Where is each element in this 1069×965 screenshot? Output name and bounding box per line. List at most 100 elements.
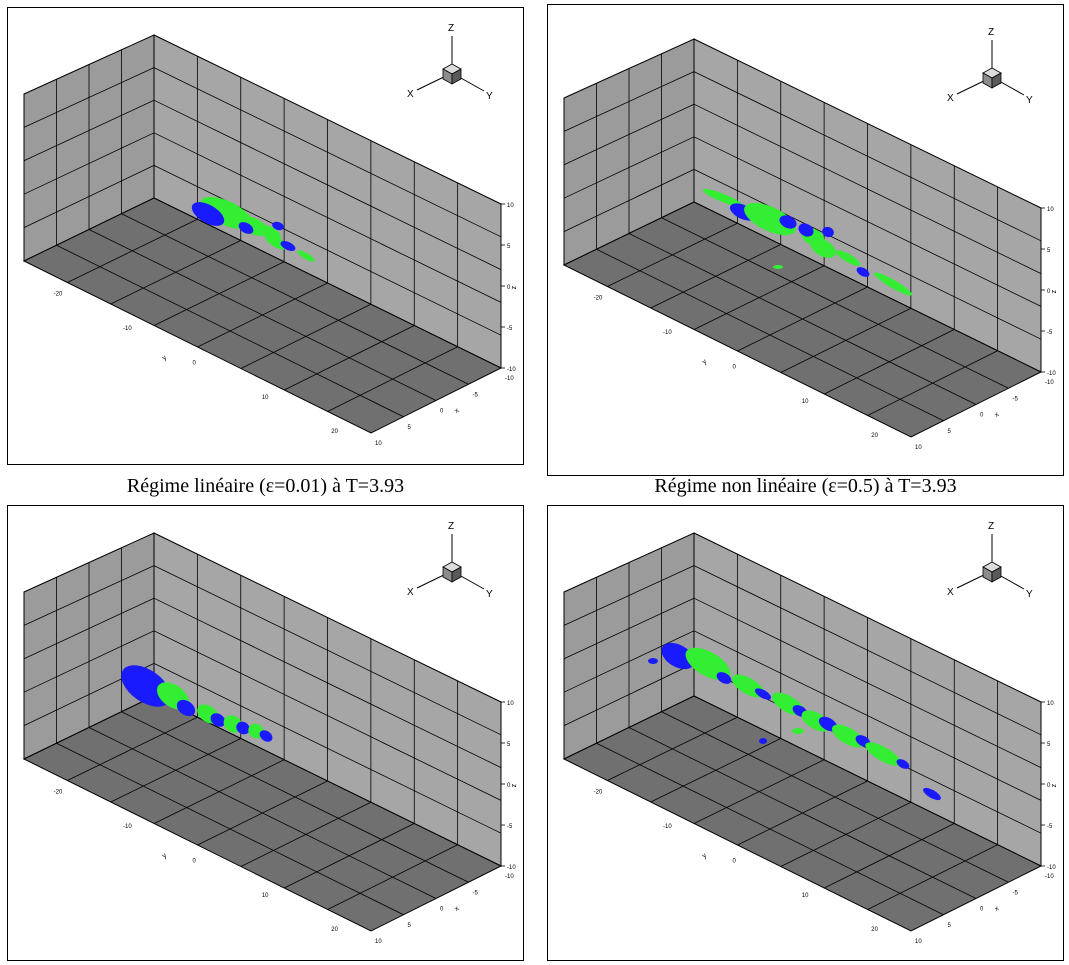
iso-surface-blue [856,267,870,277]
panel-top-left: 10 5 0 -5 -10 z -20 -10 0 10 20 y -10 -5 0 5 10 x Z X Y [7,7,524,465]
y-tick-label: 0 [192,858,196,864]
iso-surface-green [810,238,836,258]
iso-surface-blue [121,665,171,707]
y-tick-label: -10 [123,824,132,830]
iso-surface-blue [798,223,814,237]
iso-surface-green [873,272,913,296]
iso-surface-green [831,724,865,748]
triad-y-label: Y [486,91,493,102]
iso-surface-blue [238,222,254,234]
z-tick-label: 5 [1047,248,1051,254]
x-tick-label: -10 [505,874,514,880]
y-axis-label: y [701,358,708,366]
grid-line [563,103,695,166]
y-tick-label: 10 [262,893,269,899]
grid-line [23,630,155,693]
x-axis-label: x [994,411,1001,419]
axis-triad-icon: Z X Y [947,27,1033,106]
x-axis-label: x [454,905,461,913]
triad-y-label: Y [1026,95,1033,106]
z-axis-label: z [510,784,517,788]
x-tick-label: -10 [1045,380,1054,386]
iso-surface-blue [272,221,284,231]
grid-line [121,213,469,385]
grid-line [88,229,437,401]
grid-line [23,565,155,626]
y-tick-label: 0 [192,360,196,366]
iso-surface-blue [896,759,910,769]
grid-line [23,597,155,660]
box-3d: 10 5 0 -5 -10 z -20 -10 0 10 20 y -10 -5 0 5 10 x [22,532,517,945]
grid-line [153,630,502,801]
grid-line [661,711,1009,883]
z-tick-label: 0 [507,783,511,789]
iso-surface-blue [754,688,772,700]
y-tick-label: -10 [663,824,672,830]
y-tick-label: -20 [594,296,603,302]
iso-surface-green [865,742,901,766]
grid-line [563,71,695,132]
z-tick-label: 0 [1047,783,1051,789]
iso-surface-blue [648,658,658,664]
z-tick-label: -5 [1047,824,1053,830]
triad-cube-right [991,72,1002,89]
grid-line [693,597,1042,768]
panel-bottom-right: 10 5 0 -5 -10 z -20 -10 0 10 20 y -10 -5 0 5 10 x Z X Y [547,505,1064,961]
grid-line [693,136,1042,307]
axis-triad-icon: Z X Y [947,521,1033,600]
iso-surface-green [744,202,796,236]
x-tick-label: 0 [980,413,984,419]
grid-line [563,565,695,626]
triad-x-label: X [407,89,414,100]
x-tick-label: -5 [473,392,479,398]
plot-3d: 10 5 0 -5 -10 z -20 -10 0 10 20 y -10 -5 0 5 10 x Z X Y [562,27,1057,451]
x-tick-label: 10 [915,939,922,945]
box-3d: 10 5 0 -5 -10 z -20 -10 0 10 20 y -10 -5 0 5 10 x [22,34,517,447]
z-tick-label: 10 [507,701,514,707]
grid-line [563,169,695,232]
y-tick-label: 10 [802,399,809,405]
y-tick-label: 10 [262,395,269,401]
axis-triad-icon: Z X Y [407,23,493,102]
x-tick-label: 5 [948,429,952,435]
iso-surface-green [685,647,731,681]
iso-surface-blue [191,202,225,226]
z-tick-label: -10 [507,865,516,871]
grid-line [153,99,502,270]
iso-surface-blue [716,672,732,684]
plot-3d: 10 5 0 -5 -10 z -20 -10 0 10 20 y -10 -5 0 5 10 x Z X Y [22,521,517,945]
x-tick-label: -10 [505,376,514,382]
triad-x-label: X [407,587,414,598]
grid-line [88,727,437,899]
triad-z-label: Z [448,521,454,532]
box-3d: 10 5 0 -5 -10 z -20 -10 0 10 20 y -10 -5 0 5 10 x [562,532,1057,945]
x-tick-label: 10 [915,445,922,451]
grid-line [153,132,502,303]
y-tick-label: -10 [123,326,132,332]
x-tick-label: 10 [375,441,382,447]
grid-line [563,597,695,660]
iso-surface-blue [280,241,296,251]
iso-surface-blue [759,738,767,744]
z-tick-label: -5 [507,326,513,332]
x-tick-label: 0 [440,907,444,913]
grid-line [153,565,502,736]
x-tick-label: 5 [408,923,412,929]
grid-line [153,663,502,834]
iso-surface-blue [822,226,834,238]
grid-line [693,103,1042,274]
grid-line [596,742,944,916]
y-axis-label: y [701,852,708,860]
y-tick-label: 0 [732,364,736,370]
y-tick-label: -20 [54,292,63,298]
y-tick-label: -20 [54,790,63,796]
x-tick-label: 0 [980,907,984,913]
grid-line [661,217,1009,389]
grid-line [693,169,1042,340]
triad-x-label: X [947,587,954,598]
z-tick-label: 10 [507,203,514,209]
axis-triad-icon: Z X Y [407,521,493,600]
triad-y-label: Y [1026,589,1033,600]
y-tick-label: 20 [871,927,878,933]
y-tick-label: -20 [594,790,603,796]
